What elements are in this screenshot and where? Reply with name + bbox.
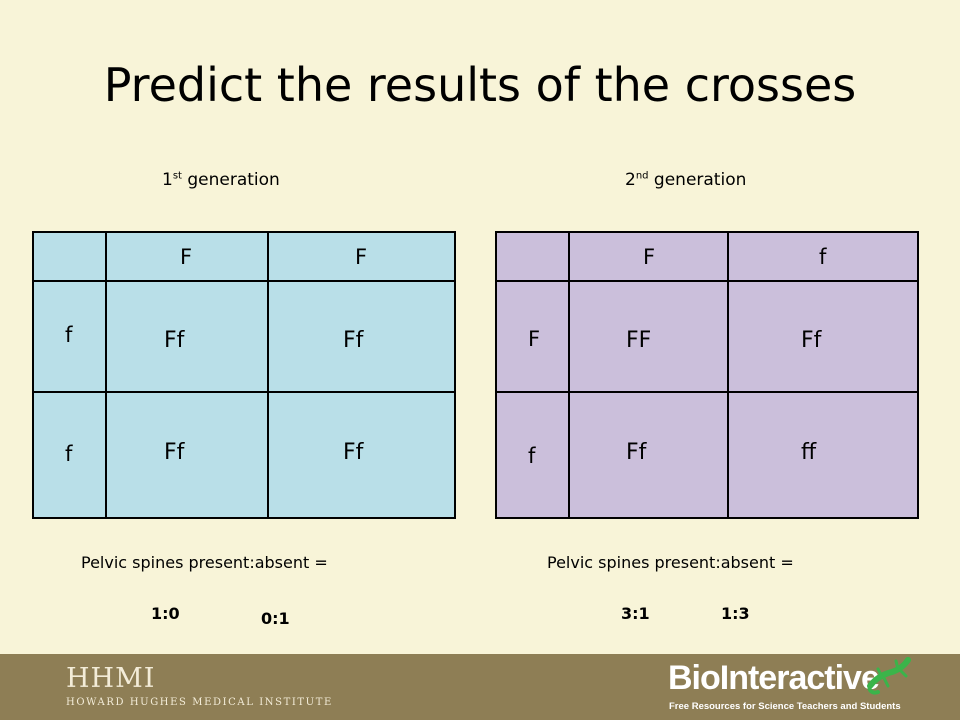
gen2-corner-cell [495,231,570,282]
gen1-row-header: f [32,391,107,519]
gen2-genotype: Ff [801,328,822,353]
gen1-cell: Ff [267,280,456,393]
gen2-label: 2nd generation [625,170,746,190]
gen2-cell: Ff [727,280,919,393]
biointeractive-logo: BioInteractive [668,659,880,697]
gen1-label-text: generation [181,170,280,190]
gen1-genotype: Ff [164,440,185,465]
gen2-row-header: f [495,391,570,519]
gen2-cell: FF [568,280,729,393]
gen2-ratio-label: Pelvic spines present:absent = [547,553,794,572]
gen1-genotype: Ff [343,328,364,353]
gen1-ratio-label: Pelvic spines present:absent = [81,553,328,572]
gen1-col-header: F [105,231,269,282]
gen1-genotype: Ff [343,440,364,465]
gen2-cell: ff [727,391,919,519]
gen2-genotype: FF [626,328,652,353]
gen2-ratio-option-1[interactable]: 3:1 [621,604,650,623]
gen1-punnett-square: F F f Ff Ff f Ff Ff [32,231,456,519]
gen1-ratio-option-1[interactable]: 1:0 [151,604,180,623]
gen1-row-header: f [32,280,107,393]
gen1-genotype: Ff [164,328,185,353]
gen2-genotype: Ff [626,440,647,465]
gecko-icon [867,657,911,695]
gen1-cell: Ff [105,280,269,393]
gen2-ratio-option-2[interactable]: 1:3 [721,604,750,623]
gen1-label: 1st generation [162,170,280,190]
gen1-row-header-1-text: f [65,323,73,347]
gen1-col-header-1-text: F [180,245,193,269]
gen2-label-suffix: nd [635,170,649,182]
gen2-col-header-2-text: f [819,245,827,269]
gen2-row-header: F [495,280,570,393]
gen2-cell: Ff [568,391,729,519]
gen1-cell: Ff [105,391,269,519]
footer-bar: HHMI HOWARD HUGHES MEDICAL INSTITUTE Bio… [0,654,960,720]
gen2-label-number: 2 [625,170,636,190]
hhmi-institute-name: HOWARD HUGHES MEDICAL INSTITUTE [66,697,333,708]
gen2-row-header-1-text: F [528,327,541,351]
gen1-label-number: 1 [162,170,173,190]
gen2-label-text: generation [648,170,747,190]
gen1-row-header-2-text: f [65,442,73,466]
gen2-col-header: f [727,231,919,282]
gen2-col-header: F [568,231,729,282]
gen2-col-header-1-text: F [643,245,656,269]
gen1-ratio-option-2[interactable]: 0:1 [261,609,290,628]
gen2-genotype: ff [801,440,817,465]
gen1-label-suffix: st [172,170,182,182]
hhmi-logo: HHMI [66,663,156,694]
gen2-row-header-2-text: f [528,444,536,468]
gen2-punnett-square: F f F FF Ff f Ff ff [495,231,919,519]
slide-title: Predict the results of the crosses [103,58,857,112]
biointeractive-tagline: Free Resources for Science Teachers and … [669,701,901,712]
gen1-corner-cell [32,231,107,282]
gen1-col-header-2-text: F [355,245,368,269]
gen1-col-header: F [267,231,456,282]
gen1-cell: Ff [267,391,456,519]
